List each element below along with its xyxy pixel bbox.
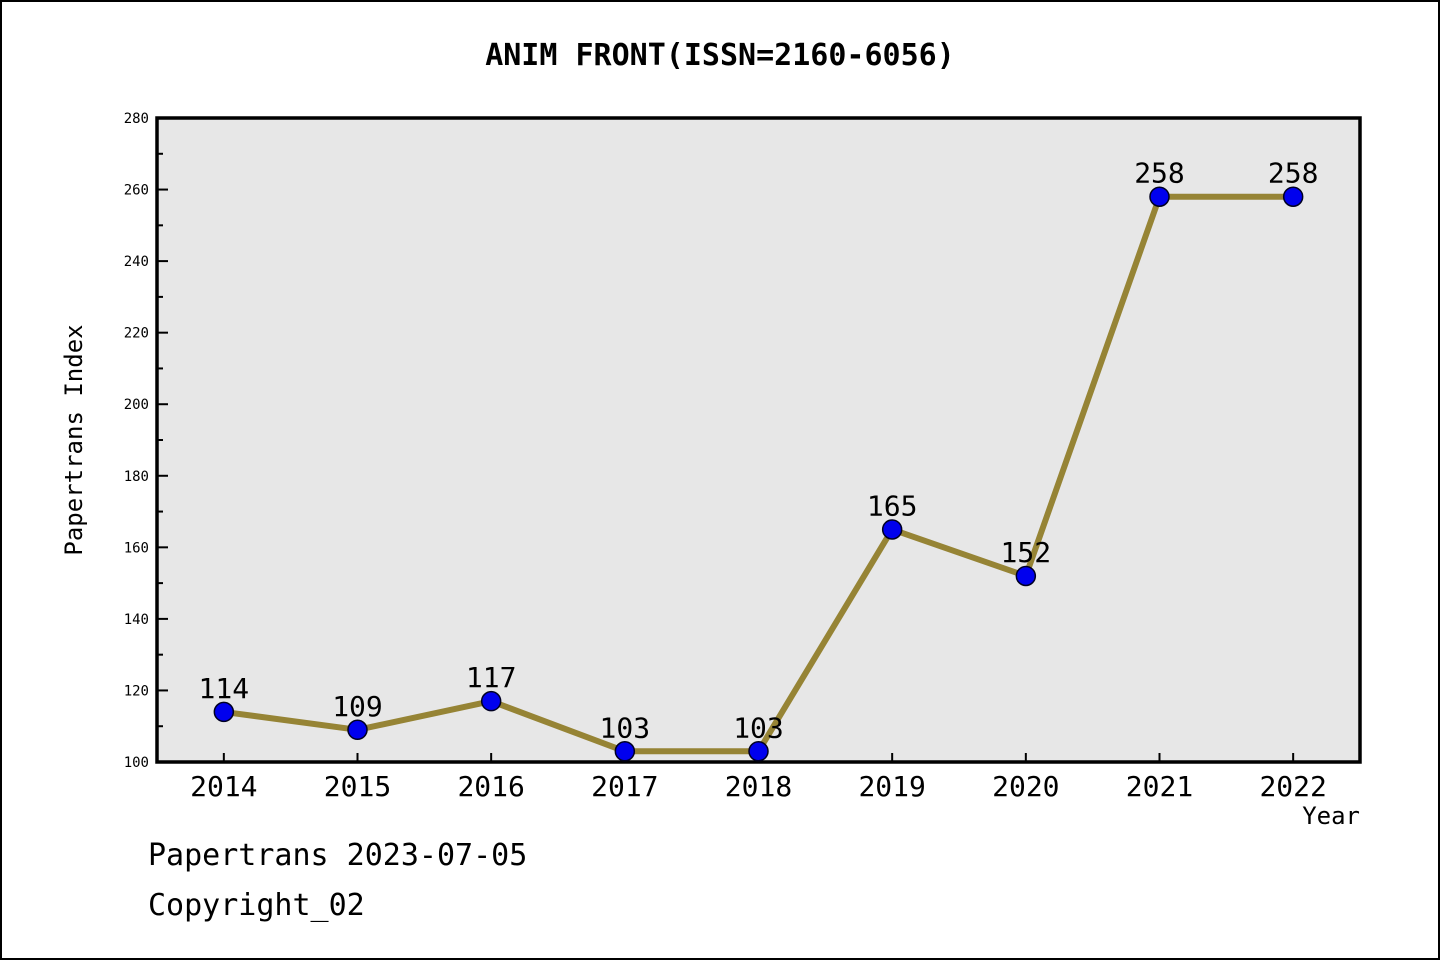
y-tick-label: 100 bbox=[124, 755, 149, 771]
y-tick-label: 160 bbox=[124, 540, 149, 556]
data-point bbox=[347, 719, 368, 741]
x-tick-label: 2022 bbox=[1259, 770, 1326, 803]
data-point-label: 258 bbox=[1268, 157, 1319, 190]
data-point-label: 109 bbox=[332, 690, 383, 723]
x-tick-label: 2018 bbox=[725, 770, 792, 803]
data-point-label: 165 bbox=[867, 489, 918, 522]
data-point bbox=[213, 701, 235, 723]
y-tick-label: 120 bbox=[124, 683, 149, 699]
y-tick-label: 220 bbox=[124, 326, 149, 342]
data-point-label: 152 bbox=[1001, 536, 1052, 569]
footer-copyright: Copyright_02 bbox=[148, 888, 365, 923]
data-point bbox=[480, 690, 502, 712]
x-tick-label: 2019 bbox=[858, 770, 925, 803]
axes-spines bbox=[155, 116, 1362, 764]
y-tick-label: 140 bbox=[124, 612, 149, 628]
y-tick-label: 240 bbox=[124, 254, 149, 270]
y-axis-label: Papertrans Index bbox=[60, 324, 88, 555]
y-tick-label: 260 bbox=[124, 183, 149, 199]
x-tick-label: 2017 bbox=[591, 770, 658, 803]
x-axis-label: Year bbox=[1302, 802, 1360, 830]
data-point-label: 258 bbox=[1134, 157, 1185, 190]
x-tick-label: 2021 bbox=[1126, 770, 1193, 803]
data-point-label: 117 bbox=[466, 661, 517, 694]
x-tick-label: 2015 bbox=[324, 770, 391, 803]
chart-title: ANIM FRONT(ISSN=2160-6056) bbox=[485, 38, 955, 73]
y-tick-label: 200 bbox=[124, 397, 149, 413]
y-tick-label: 180 bbox=[124, 469, 149, 485]
data-point-label: 114 bbox=[199, 672, 250, 705]
data-point bbox=[748, 741, 769, 762]
data-point bbox=[1015, 565, 1037, 587]
x-tick-label: 2014 bbox=[190, 770, 257, 803]
data-point bbox=[614, 741, 636, 762]
x-tick-label: 2016 bbox=[457, 770, 524, 803]
data-point-label: 103 bbox=[600, 711, 651, 744]
footer-source-date: Papertrans 2023-07-05 bbox=[148, 838, 528, 873]
y-tick-label: 280 bbox=[124, 111, 149, 127]
data-point bbox=[1149, 186, 1170, 207]
data-point-label: 103 bbox=[733, 711, 784, 744]
plot-area bbox=[157, 118, 1360, 762]
data-point bbox=[881, 519, 903, 540]
x-tick-label: 2020 bbox=[992, 770, 1059, 803]
data-point bbox=[1282, 186, 1304, 207]
